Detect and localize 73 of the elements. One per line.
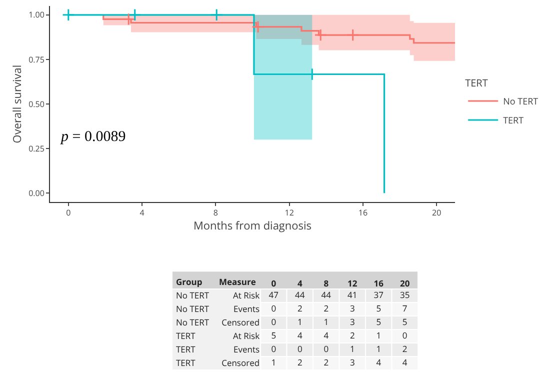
data-label: 37	[374, 290, 384, 301]
data-label: 0	[297, 344, 302, 355]
data-label: 4	[324, 330, 329, 342]
y2-tick-label: At Risk	[233, 290, 260, 302]
data-label: 35	[400, 290, 410, 301]
y-tick-label: TERT	[176, 331, 196, 342]
y-tick-label: 0.00	[28, 188, 45, 199]
data-label: 44	[321, 290, 332, 301]
data-label: 1	[376, 330, 382, 342]
x-tick-label: 12	[348, 278, 358, 290]
data-label: 7	[402, 303, 408, 314]
y2-axis-title: Measure	[219, 277, 256, 288]
y-axis-title: Overall survival	[10, 64, 26, 144]
y-tick-label: TERT	[176, 358, 196, 370]
y2-tick-label: Censored	[222, 358, 260, 370]
x-tick-label: 0	[66, 208, 72, 219]
y-tick-label: 0.75	[28, 54, 45, 66]
x-tick-label: 20	[432, 208, 442, 219]
y2-tick-label: Censored	[222, 318, 260, 329]
data-label: 2	[297, 357, 302, 368]
x-tick-label: 0	[271, 278, 276, 290]
y-tick-label: 1.00	[28, 10, 45, 21]
data-label: 0	[271, 303, 276, 314]
x-tick-label: 8	[213, 208, 218, 219]
x-tick-label: 4	[140, 208, 145, 219]
x-tick-label: 20	[400, 278, 410, 290]
data-label: 0	[271, 316, 276, 328]
data-label: 0	[324, 344, 329, 355]
data-label: 2	[402, 344, 408, 355]
x-tick-label: 12	[284, 208, 294, 219]
data-label: 44	[295, 290, 305, 301]
data-label: 41	[348, 290, 358, 301]
legend-label: TERT	[503, 114, 524, 127]
data-label: 1	[271, 357, 276, 368]
data-label: 2	[350, 330, 355, 342]
data-label: 2	[324, 357, 329, 368]
y2-tick-label: Events	[234, 304, 260, 316]
data-label: 5	[271, 330, 276, 342]
x-tick-label: 16	[374, 278, 384, 290]
data-label: 3	[350, 316, 355, 328]
y-tick-label: No TERT	[176, 304, 210, 316]
data-label: 2	[297, 303, 302, 314]
annotation: p = 0.0089	[60, 129, 126, 145]
y-axis-title: Group	[176, 277, 202, 288]
y-tick-label: No TERT	[176, 318, 210, 329]
legend-title: TERT	[465, 76, 488, 90]
y-tick-label: No TERT	[176, 290, 210, 302]
x-tick-label: 16	[358, 208, 368, 219]
data-label: 3	[350, 303, 355, 314]
y2-tick-label: At Risk	[233, 331, 260, 342]
data-label: 4	[402, 357, 408, 368]
y-tick-label: TERT	[176, 344, 196, 356]
legend-label: No TERT	[503, 94, 538, 108]
data-label: 1	[350, 344, 355, 355]
data-label: 5	[376, 303, 382, 314]
data-label: 3	[350, 357, 355, 368]
data-label: 4	[297, 330, 302, 342]
x-tick-label: 4	[297, 278, 302, 290]
data-label: 0	[271, 344, 276, 355]
data-label: 1	[297, 316, 302, 328]
x-tick-label: 8	[324, 278, 329, 290]
data-label: 0	[402, 330, 408, 342]
data-label: 1	[376, 344, 382, 355]
y-tick-label: 0.25	[28, 143, 45, 154]
data-label: 4	[376, 357, 382, 368]
y-tick-label: 0.50	[28, 98, 45, 110]
data-label: 5	[376, 316, 382, 328]
data-label: 5	[402, 316, 408, 328]
x-axis-title: Months from diagnosis	[193, 218, 312, 234]
data-label: 2	[324, 303, 329, 314]
data-label: 47	[268, 290, 279, 301]
data-label: 1	[324, 316, 329, 328]
y2-tick-label: Events	[234, 344, 260, 356]
